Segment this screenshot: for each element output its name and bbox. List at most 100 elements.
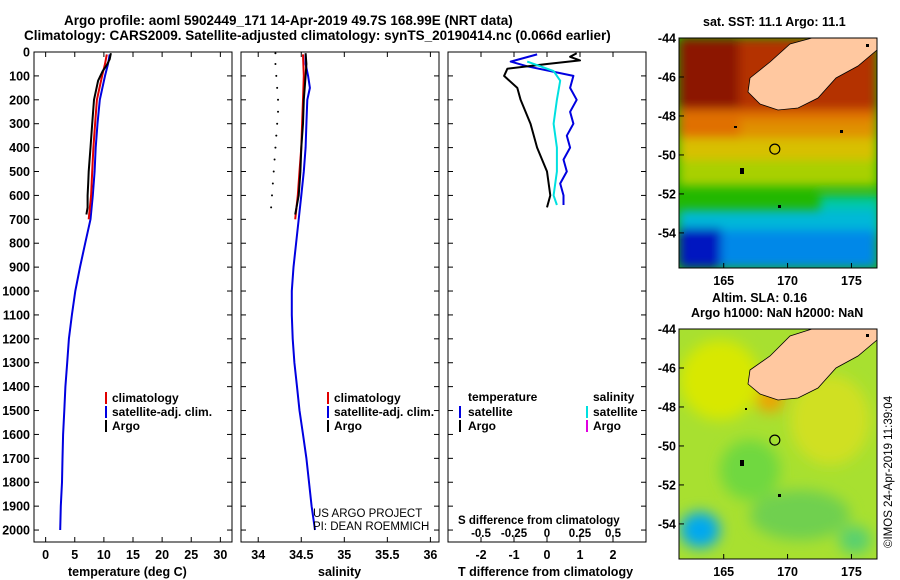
series-line-t-satellite bbox=[509, 53, 578, 205]
legend-climatology: climatology bbox=[112, 391, 179, 405]
lat-tick-label: -50 bbox=[658, 439, 676, 453]
temperature-panel: 0100200300400500600700800900100011001200… bbox=[2, 46, 233, 579]
y-tick-label: 700 bbox=[9, 213, 30, 227]
y-tick-label: 200 bbox=[9, 93, 30, 107]
x-tick-label: 34 bbox=[251, 548, 265, 562]
x-tick-label: 30 bbox=[213, 548, 227, 562]
land-mass bbox=[747, 329, 877, 401]
lat-tick-label: -52 bbox=[658, 478, 676, 492]
lat-tick-label: -44 bbox=[658, 32, 676, 46]
legend-s-argo: Argo bbox=[593, 419, 621, 433]
argo-dot-point bbox=[277, 98, 280, 101]
argo-dot-point bbox=[275, 74, 278, 77]
salinity-legend: climatology satellite-adj. clim. Argo bbox=[327, 391, 434, 433]
y-tick-label: 800 bbox=[9, 237, 30, 251]
lon-tick-label: 175 bbox=[841, 565, 862, 579]
temperature-axis: 0 5 10 15 20 25 30 bbox=[42, 52, 227, 562]
lon-tick-label: 165 bbox=[713, 274, 734, 288]
salinity-axis: 34 34.5 35 35.5 36 bbox=[241, 51, 439, 562]
argo-dot-point bbox=[270, 194, 273, 197]
lon-tick-label: 170 bbox=[777, 274, 798, 288]
imos-watermark: ©IMOS 24-Apr-2019 11:39:04 bbox=[883, 395, 895, 548]
argo-dot-point bbox=[274, 62, 277, 65]
y-tick-label: 1100 bbox=[3, 308, 30, 322]
y-tick-label: 2000 bbox=[2, 524, 30, 538]
lat-tick-label: -52 bbox=[658, 187, 676, 201]
sst-field bbox=[679, 38, 877, 268]
temperature-legend: climatology satellite-adj. clim. Argo bbox=[105, 391, 212, 433]
difference-panel: -2 -1 0 1 2 -0.5 -0.25 0 0.25 0.5 T difference f… bbox=[447, 51, 647, 579]
argo-dot-point bbox=[271, 182, 274, 185]
y-tick-label: 1700 bbox=[2, 452, 30, 466]
sla-map-axes: 165 170 175 -44 -46 -48 -50 -52 -54 bbox=[658, 323, 862, 580]
x-tick-label: 10 bbox=[97, 548, 111, 562]
lon-tick-label: 165 bbox=[713, 565, 734, 579]
y-tick-label: 1400 bbox=[2, 380, 30, 394]
legend-satellite: satellite-adj. clim. bbox=[334, 405, 434, 419]
x-tick-label: 0 bbox=[544, 548, 551, 562]
legend-argo: Argo bbox=[334, 419, 362, 433]
series-line-argo bbox=[294, 53, 308, 215]
argo-dot-point bbox=[273, 158, 276, 161]
y-tick-label: 300 bbox=[9, 117, 30, 131]
x-tick-label: 20 bbox=[155, 548, 169, 562]
lon-tick-label: 175 bbox=[841, 274, 862, 288]
lat-tick-label: -48 bbox=[658, 400, 676, 414]
difference-legend: temperature satellite Argo salinity sate… bbox=[459, 390, 638, 433]
land-mass bbox=[747, 38, 877, 111]
s-difference-axis-label: S difference from climatology bbox=[458, 515, 620, 527]
s-tick-label: 0.5 bbox=[605, 528, 622, 540]
legend-salinity-title: salinity bbox=[593, 390, 635, 404]
s-difference-axis: -0.5 -0.25 0 0.25 0.5 bbox=[471, 528, 622, 540]
series-line-s-satellite bbox=[526, 60, 562, 206]
argo-dot-point bbox=[276, 86, 279, 89]
lat-tick-label: -46 bbox=[658, 70, 676, 84]
lat-tick-label: -54 bbox=[658, 517, 676, 531]
series-line-satellite-adj-clim- bbox=[290, 54, 316, 531]
x-tick-label: 5 bbox=[71, 548, 78, 562]
y-tick-label: 1200 bbox=[2, 332, 30, 346]
x-tick-label: 35 bbox=[337, 548, 351, 562]
legend-argo: Argo bbox=[112, 419, 140, 433]
argo-dot-point bbox=[277, 110, 280, 113]
lat-tick-label: -46 bbox=[658, 361, 676, 375]
sst-map-title: sat. SST: 11.1 Argo: 11.1 bbox=[703, 15, 846, 29]
float-position-marker bbox=[769, 143, 781, 155]
legend-temperature-title: temperature bbox=[468, 390, 538, 404]
x-tick-label: 34.5 bbox=[289, 548, 313, 562]
lat-tick-label: -50 bbox=[658, 148, 676, 162]
sla-map-subtitle: Argo h1000: NaN h2000: NaN bbox=[691, 306, 863, 320]
credit-project: US ARGO PROJECT bbox=[313, 508, 422, 520]
argo-dot-point bbox=[270, 206, 273, 209]
s-tick-label: 0.25 bbox=[569, 528, 592, 540]
temperature-axis-label: temperature (deg C) bbox=[68, 565, 187, 579]
sla-map: Altim. SLA: 0.16 Argo h1000: NaN h2000: … bbox=[658, 291, 895, 579]
s-tick-label: -0.25 bbox=[501, 528, 528, 540]
t-difference-axis-label: T difference from climatology bbox=[458, 565, 633, 579]
y-tick-label: 400 bbox=[9, 141, 30, 155]
sst-map-axes: 165 170 175 -44 -46 -48 -50 -52 -54 bbox=[658, 32, 862, 289]
profile-title: Argo profile: aoml 5902449_171 14-Apr-20… bbox=[64, 13, 513, 28]
legend-t-argo: Argo bbox=[468, 419, 496, 433]
climatology-title: Climatology: CARS2009. Satellite-adjuste… bbox=[24, 28, 611, 43]
argo-dot-point bbox=[274, 52, 277, 55]
credit-pi: PI: DEAN ROEMMICH bbox=[313, 521, 429, 533]
legend-t-satellite: satellite bbox=[468, 405, 513, 419]
s-tick-label: 0 bbox=[544, 528, 550, 540]
salinity-axis-label: salinity bbox=[318, 565, 361, 579]
lat-tick-label: -54 bbox=[658, 226, 676, 240]
sla-map-title: Altim. SLA: 0.16 bbox=[712, 291, 807, 305]
s-tick-label: -0.5 bbox=[471, 528, 491, 540]
x-tick-label: 2 bbox=[610, 548, 617, 562]
float-position-marker bbox=[769, 434, 781, 446]
y-tick-label: 1900 bbox=[2, 500, 30, 514]
y-tick-label: 900 bbox=[9, 261, 30, 275]
lon-tick-label: 170 bbox=[777, 565, 798, 579]
argo-dot-point bbox=[276, 122, 279, 125]
x-tick-label: -1 bbox=[508, 548, 519, 562]
y-tick-label: 1800 bbox=[2, 476, 30, 490]
argo-dot-point bbox=[272, 170, 275, 173]
lat-tick-label: -44 bbox=[658, 323, 676, 337]
argo-dot-point bbox=[275, 134, 278, 137]
